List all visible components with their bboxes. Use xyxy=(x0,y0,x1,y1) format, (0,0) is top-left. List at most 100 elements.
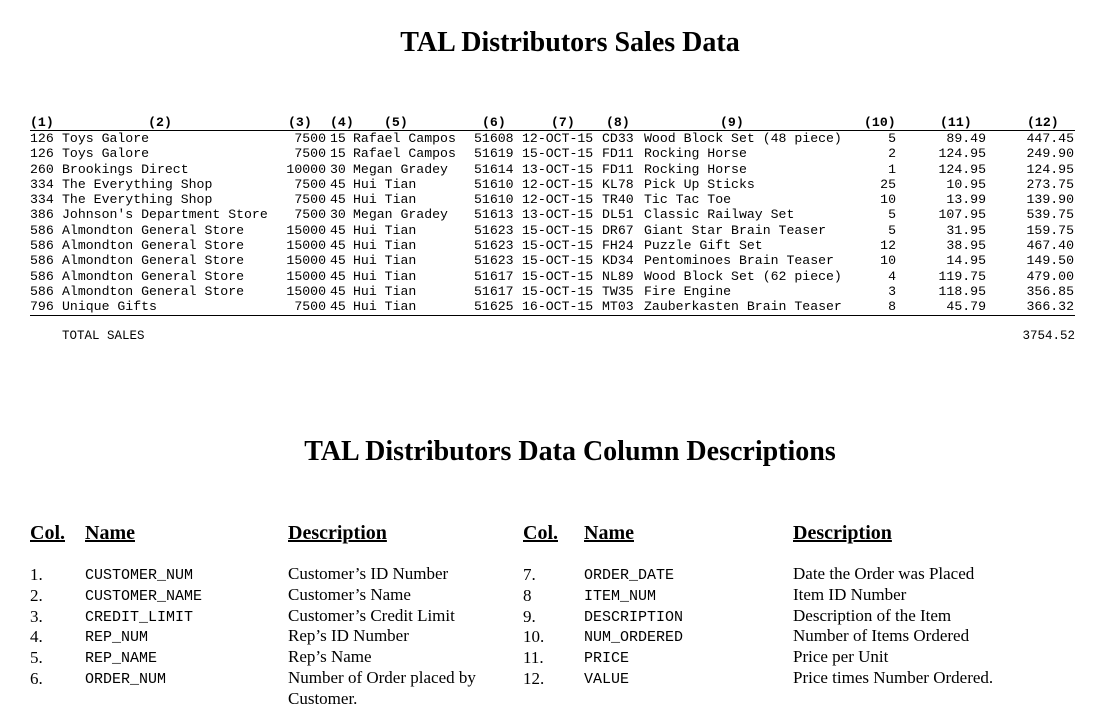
cell-credit-limit: 15000 xyxy=(286,283,326,299)
column-header: (3) xyxy=(288,115,312,130)
cell-value: 356.85 xyxy=(1026,283,1074,299)
cell-order-num: 51623 xyxy=(474,238,514,254)
cell-description: Fire Engine xyxy=(644,283,732,299)
cell-price: 38.95 xyxy=(946,238,986,254)
column-header: (2) xyxy=(148,115,172,130)
cell-customer-num: 586 xyxy=(30,253,54,269)
cell-credit-limit: 7500 xyxy=(294,131,326,146)
table-row: 586 Almondton General Store 15000 45 Hui Tia… xyxy=(30,269,1075,284)
desc-col-name: VALUE xyxy=(584,671,630,688)
column-header: (4) xyxy=(330,115,354,130)
cell-value: 149.50 xyxy=(1026,253,1074,269)
table-row: 126 Toys Galore 7500 15 Rafael Campos 51619 15… xyxy=(30,146,1075,161)
table-row: 586 Almondton General Store 15000 45 Hui Tia… xyxy=(30,284,1075,299)
cell-rep-num: 15 xyxy=(330,146,346,162)
cell-num-ordered: 8 xyxy=(888,299,896,315)
desc-col-description: Number of Items Ordered xyxy=(793,626,970,645)
cell-rep-num: 30 xyxy=(330,207,346,223)
cell-order-num: 51623 xyxy=(474,222,514,238)
desc-col-name: ORDER_NUM xyxy=(85,671,167,688)
cell-price: 13.99 xyxy=(946,192,986,208)
cell-rep-name: Megan Gradey xyxy=(353,207,448,223)
cell-description: Classic Railway Set xyxy=(644,207,795,223)
cell-item-num: TR40 xyxy=(602,192,634,208)
cell-item-num: KD34 xyxy=(602,253,634,269)
cell-order-num: 51608 xyxy=(474,131,514,146)
cell-customer-name: Unique Gifts xyxy=(62,299,157,315)
cell-customer-num: 126 xyxy=(30,131,54,146)
cell-customer-name: The Everything Shop xyxy=(62,192,213,208)
cell-price: 31.95 xyxy=(946,222,986,238)
desc-col-name: PRICE xyxy=(584,650,630,667)
cell-rep-name: Hui Tian xyxy=(353,283,417,299)
cell-num-ordered: 10 xyxy=(880,253,896,269)
cell-order-date: 13-OCT-15 xyxy=(522,207,594,223)
cell-credit-limit: 15000 xyxy=(286,268,326,284)
table-row: 796 Unique Gifts 7500 45 Hui Tian 51625 16-OCT… xyxy=(30,299,1075,316)
cell-customer-num: 334 xyxy=(30,176,54,192)
cell-customer-name: The Everything Shop xyxy=(62,176,213,192)
desc-col-number: 7. xyxy=(523,565,536,584)
cell-description: Tic Tac Toe xyxy=(644,192,732,208)
desc-col-name: REP_NAME xyxy=(85,650,158,667)
cell-order-date: 15-OCT-15 xyxy=(522,253,594,269)
cell-num-ordered: 25 xyxy=(880,176,896,192)
totals-row: TOTAL SALES 3754.52 xyxy=(30,329,1075,345)
cell-credit-limit: 10000 xyxy=(286,161,326,177)
desc-col-description: Item ID Number xyxy=(793,585,907,604)
name-header-left: Name xyxy=(85,522,135,544)
cell-description: Puzzle Gift Set xyxy=(644,238,763,254)
cell-rep-name: Rafael Campos xyxy=(353,131,456,146)
cell-rep-name: Hui Tian xyxy=(353,253,417,269)
cell-customer-name: Johnson's Department Store xyxy=(62,207,268,223)
cell-order-num: 51610 xyxy=(474,192,514,208)
cell-customer-name: Almondton General Store xyxy=(62,222,245,238)
cell-customer-name: Almondton General Store xyxy=(62,268,245,284)
cell-customer-num: 126 xyxy=(30,146,54,162)
cell-value: 139.90 xyxy=(1026,192,1074,208)
cell-rep-name: Hui Tian xyxy=(353,222,417,238)
cell-customer-num: 586 xyxy=(30,283,54,299)
desc-col-number: 4. xyxy=(30,627,43,646)
desc-col-number: 6. xyxy=(30,669,43,688)
column-header: (8) xyxy=(606,115,630,130)
cell-price: 124.95 xyxy=(938,161,986,177)
cell-description: Rocking Horse xyxy=(644,161,747,177)
desc-col-number: 3. xyxy=(30,607,43,626)
desc-col-number: 12. xyxy=(523,669,545,688)
cell-customer-num: 586 xyxy=(30,238,54,254)
cell-num-ordered: 10 xyxy=(880,192,896,208)
page-title: TAL Distributors Sales Data xyxy=(400,27,740,58)
description-header-right: Description xyxy=(793,522,892,544)
cell-num-ordered: 4 xyxy=(888,268,896,284)
desc-col-number: 2. xyxy=(30,586,43,605)
desc-col-name: DESCRIPTION xyxy=(584,609,684,626)
cell-order-date: 12-OCT-15 xyxy=(522,192,594,208)
cell-item-num: NL89 xyxy=(602,268,634,284)
cell-num-ordered: 1 xyxy=(888,161,896,177)
cell-description: Pick Up Sticks xyxy=(644,176,755,192)
cell-order-date: 15-OCT-15 xyxy=(522,283,594,299)
cell-order-date: 13-OCT-15 xyxy=(522,161,594,177)
desc-col-name: NUM_ORDERED xyxy=(584,629,684,646)
desc-col-description: Rep’s ID Number xyxy=(288,626,409,645)
cell-item-num: FD11 xyxy=(602,161,634,177)
cell-num-ordered: 5 xyxy=(888,131,896,146)
cell-order-num: 51613 xyxy=(474,207,514,223)
cell-num-ordered: 5 xyxy=(888,207,896,223)
cell-value: 467.40 xyxy=(1026,238,1074,254)
cell-order-num: 51619 xyxy=(474,146,514,162)
cell-item-num: KL78 xyxy=(602,176,634,192)
desc-col-description: Customer’s ID Number xyxy=(288,564,449,583)
column-header: (12) xyxy=(1027,115,1059,130)
table-row: 586 Almondton General Store 15000 45 Hui Tia… xyxy=(30,223,1075,238)
cell-item-num: FD11 xyxy=(602,146,634,162)
cell-rep-name: Megan Gradey xyxy=(353,161,448,177)
name-header-right: Name xyxy=(584,522,634,544)
cell-customer-name: Toys Galore xyxy=(62,131,150,146)
cell-value: 447.45 xyxy=(1026,131,1074,146)
cell-rep-num: 45 xyxy=(330,222,346,238)
cell-customer-name: Almondton General Store xyxy=(62,283,245,299)
cell-order-date: 15-OCT-15 xyxy=(522,146,594,162)
cell-price: 124.95 xyxy=(938,146,986,162)
